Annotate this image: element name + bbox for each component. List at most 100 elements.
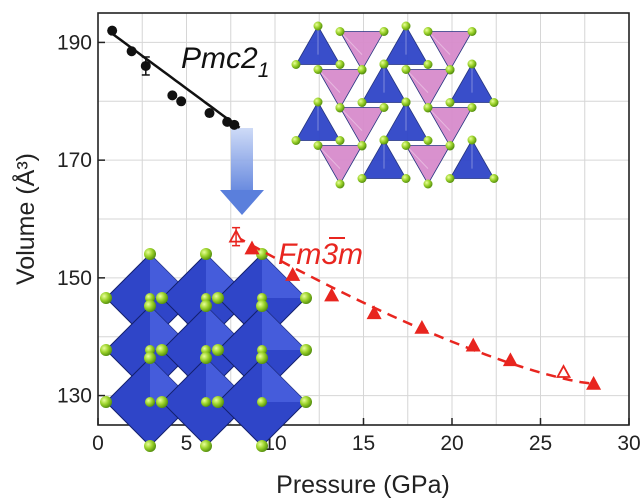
atom bbox=[257, 293, 267, 303]
atom bbox=[423, 136, 433, 145]
tetrahedron bbox=[295, 25, 341, 65]
tetrahedron bbox=[405, 69, 451, 109]
tetrahedron bbox=[339, 31, 385, 71]
atom bbox=[291, 60, 301, 69]
atom bbox=[145, 345, 155, 355]
pmc21-data-point bbox=[176, 96, 187, 107]
atom bbox=[257, 397, 267, 407]
atom bbox=[256, 440, 268, 452]
atom bbox=[300, 344, 312, 356]
fm3m-data-point bbox=[555, 364, 572, 378]
tetrahedron-edge bbox=[339, 31, 363, 55]
x-tick-label: 25 bbox=[529, 432, 552, 455]
fm3m-fit-line bbox=[235, 235, 594, 386]
tetrahedron bbox=[449, 63, 495, 103]
atom bbox=[357, 65, 367, 74]
data-points bbox=[107, 25, 602, 390]
y-tick-label: 190 bbox=[57, 31, 92, 54]
atom bbox=[445, 98, 455, 107]
atom bbox=[156, 292, 168, 304]
atom bbox=[145, 293, 155, 303]
fm3m-data-point bbox=[465, 337, 481, 352]
tetrahedron bbox=[427, 107, 473, 147]
tetrahedron bbox=[361, 63, 407, 103]
fm3m-label: Fm3m bbox=[278, 237, 363, 271]
tetrahedron bbox=[361, 139, 407, 179]
octahedron-face bbox=[262, 306, 306, 350]
atom bbox=[291, 136, 301, 145]
atom bbox=[144, 440, 156, 452]
tetrahedron bbox=[449, 139, 495, 179]
pmc21-structure-illustration bbox=[291, 21, 499, 189]
atom bbox=[357, 141, 367, 150]
atom bbox=[423, 27, 433, 36]
tetrahedron-edge bbox=[405, 145, 429, 169]
atom bbox=[201, 345, 211, 355]
atom bbox=[156, 396, 168, 408]
tetrahedron bbox=[295, 101, 341, 141]
y-tick-label: 150 bbox=[57, 267, 92, 290]
tetrahedron-edge bbox=[317, 145, 341, 169]
x-tick-label: 20 bbox=[440, 432, 463, 455]
atom bbox=[144, 352, 156, 364]
tetrahedron bbox=[383, 25, 429, 65]
fm3m-structure-illustration bbox=[100, 248, 312, 452]
atom bbox=[357, 174, 367, 183]
atom bbox=[423, 179, 433, 189]
atom bbox=[256, 300, 268, 312]
atom bbox=[100, 344, 112, 356]
tetrahedron bbox=[317, 145, 363, 185]
atom bbox=[401, 141, 411, 150]
atom bbox=[423, 103, 433, 112]
atom bbox=[313, 65, 323, 74]
atom bbox=[467, 27, 477, 36]
atom bbox=[401, 21, 411, 31]
atom bbox=[212, 344, 224, 356]
atom bbox=[200, 248, 212, 260]
atom bbox=[379, 59, 389, 69]
svg-text:Fm3m: Fm3m bbox=[278, 238, 363, 271]
atom bbox=[256, 248, 268, 260]
atom bbox=[313, 141, 323, 150]
atom bbox=[100, 292, 112, 304]
atom bbox=[100, 396, 112, 408]
atom bbox=[357, 98, 367, 107]
tetrahedron bbox=[405, 145, 451, 185]
atom bbox=[379, 103, 389, 112]
atom bbox=[313, 21, 323, 31]
atom bbox=[379, 27, 389, 36]
fm3m-data-point bbox=[414, 320, 430, 334]
atom bbox=[145, 397, 155, 407]
atom bbox=[257, 345, 267, 355]
pmc21-data-point bbox=[229, 119, 240, 130]
atom bbox=[445, 65, 455, 74]
octahedron-face bbox=[262, 254, 306, 298]
tetrahedron-edge bbox=[339, 107, 363, 131]
atom bbox=[200, 300, 212, 312]
atom bbox=[467, 103, 477, 112]
tetrahedron bbox=[317, 69, 363, 109]
atom bbox=[423, 60, 433, 69]
atom bbox=[300, 292, 312, 304]
pmc21-data-point bbox=[126, 46, 137, 57]
atom bbox=[144, 300, 156, 312]
transition-arrow bbox=[220, 128, 264, 215]
x-tick-label: 15 bbox=[352, 432, 375, 455]
y-tick-label: 130 bbox=[57, 385, 92, 408]
pmc21-label: Pmc21 bbox=[181, 42, 269, 82]
atom bbox=[467, 135, 477, 145]
fm3m-data-point bbox=[586, 375, 602, 390]
atom bbox=[445, 174, 455, 183]
atom bbox=[335, 179, 345, 189]
pmc21-data-point bbox=[167, 90, 178, 101]
atom bbox=[212, 292, 224, 304]
atom bbox=[335, 27, 345, 36]
atom bbox=[200, 440, 212, 452]
atom bbox=[256, 352, 268, 364]
y-axis-title: Volume (Å³) bbox=[10, 153, 40, 285]
atom bbox=[335, 103, 345, 112]
x-axis-title: Pressure (GPa) bbox=[276, 471, 450, 499]
atom bbox=[489, 98, 499, 107]
atom bbox=[401, 97, 411, 107]
atom bbox=[200, 352, 212, 364]
